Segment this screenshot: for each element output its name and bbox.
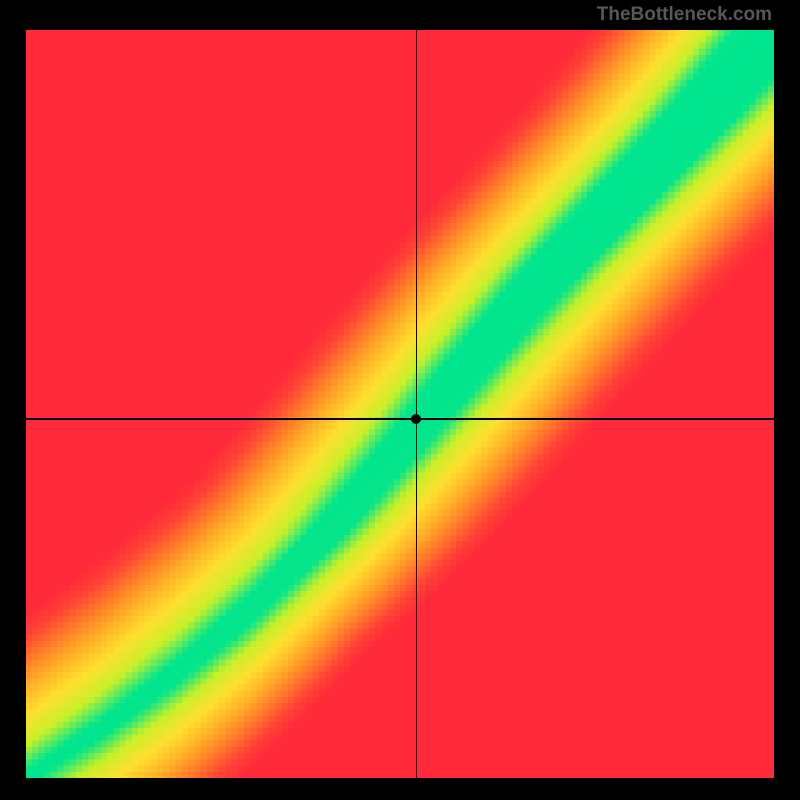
attribution-text: TheBottleneck.com [597, 4, 772, 26]
data-point-marker [411, 414, 421, 424]
crosshair-vertical [416, 30, 418, 778]
heatmap-plot [26, 30, 774, 778]
heatmap-canvas [26, 30, 774, 778]
crosshair-horizontal [26, 418, 774, 420]
